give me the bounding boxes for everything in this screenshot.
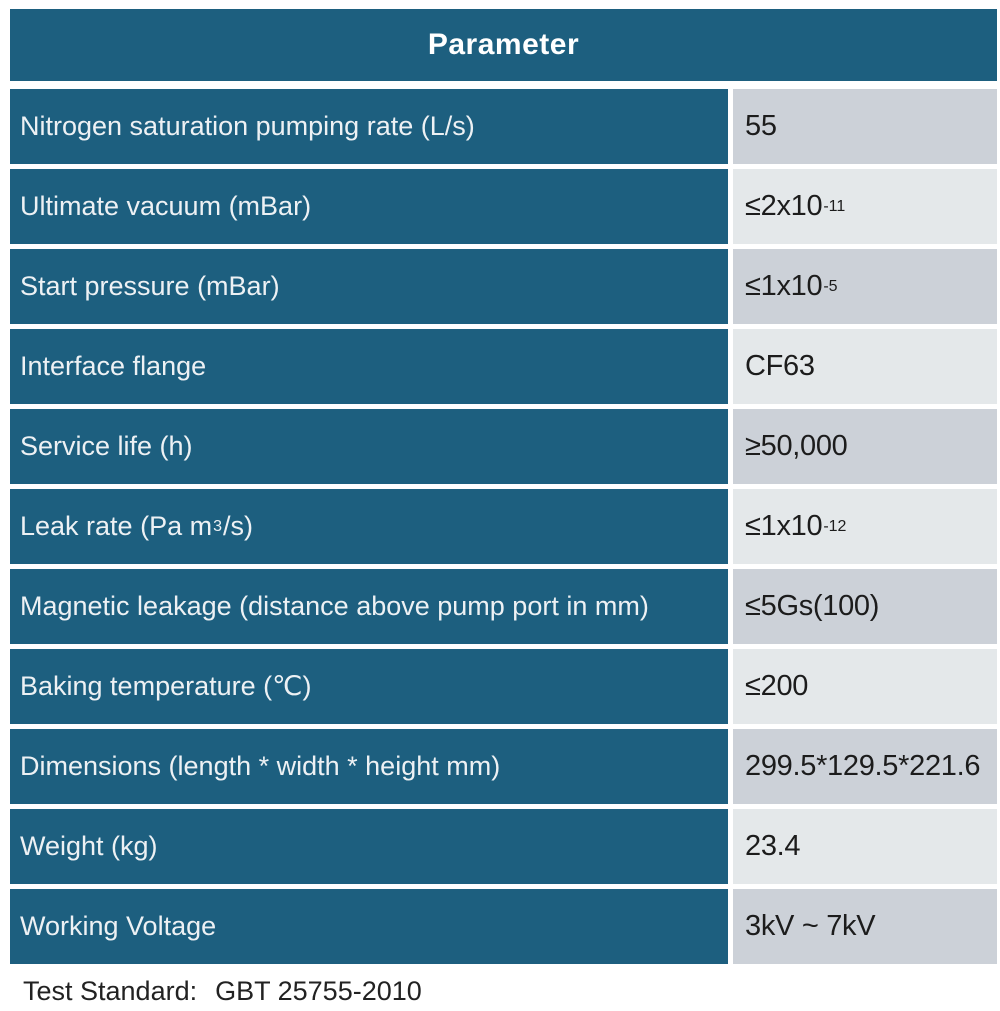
label-text: Interface flange bbox=[20, 351, 207, 381]
label-text: Service life (h) bbox=[20, 431, 193, 461]
parameter-value: 299.5*129.5*221.6 bbox=[733, 729, 997, 804]
value-superscript: -12 bbox=[823, 517, 847, 535]
spec-rows: Nitrogen saturation pumping rate (L/s) 5… bbox=[10, 89, 997, 964]
test-standard-note: Test Standard: GBT 25755-2010 bbox=[10, 976, 997, 1007]
parameter-value: ≤200 bbox=[733, 649, 997, 724]
parameter-label: Magnetic leakage (distance above pump po… bbox=[10, 569, 728, 644]
parameter-value: CF63 bbox=[733, 329, 997, 404]
table-row: Baking temperature (℃) ≤200 bbox=[10, 649, 997, 724]
table-header-title: Parameter bbox=[427, 28, 580, 61]
parameter-value: ≤1x10 -5 bbox=[733, 249, 997, 324]
test-standard-label: Test Standard: bbox=[23, 976, 198, 1006]
parameter-label: Working Voltage bbox=[10, 889, 728, 964]
value-text: 3kV ~ 7kV bbox=[745, 910, 876, 942]
test-standard-value: GBT 25755-2010 bbox=[215, 976, 422, 1006]
value-text: ≤1x10 bbox=[745, 270, 823, 302]
value-superscript: -5 bbox=[823, 277, 838, 295]
parameter-value: ≤5Gs(100) bbox=[733, 569, 997, 644]
parameter-label: Nitrogen saturation pumping rate (L/s) bbox=[10, 89, 728, 164]
parameter-label: Service life (h) bbox=[10, 409, 728, 484]
parameter-label: Dimensions (length * width * height mm) bbox=[10, 729, 728, 804]
value-superscript: -11 bbox=[823, 197, 846, 215]
parameter-label: Leak rate (Pa m 3/s) bbox=[10, 489, 728, 564]
value-text: CF63 bbox=[745, 350, 815, 382]
table-row: Start pressure (mBar) ≤1x10 -5 bbox=[10, 249, 997, 324]
label-text: Leak rate (Pa m bbox=[20, 511, 213, 541]
label-text: Nitrogen saturation pumping rate (L/s) bbox=[20, 111, 475, 141]
parameter-label: Weight (kg) bbox=[10, 809, 728, 884]
table-row: Ultimate vacuum (mBar) ≤2x10 -11 bbox=[10, 169, 997, 244]
label-text: Magnetic leakage (distance above pump po… bbox=[20, 591, 649, 621]
label-text: Dimensions (length * width * height mm) bbox=[20, 751, 501, 781]
value-text: 23.4 bbox=[745, 830, 801, 862]
label-text: Ultimate vacuum (mBar) bbox=[20, 191, 312, 221]
value-text: ≤2x10 bbox=[745, 190, 823, 222]
value-text: 55 bbox=[745, 110, 777, 142]
table-row: Leak rate (Pa m 3/s) ≤1x10 -12 bbox=[10, 489, 997, 564]
label-text: Weight (kg) bbox=[20, 831, 158, 861]
table-row: Working Voltage 3kV ~ 7kV bbox=[10, 889, 997, 964]
table-row: Weight (kg) 23.4 bbox=[10, 809, 997, 884]
parameter-value: 23.4 bbox=[733, 809, 997, 884]
table-row: Magnetic leakage (distance above pump po… bbox=[10, 569, 997, 644]
parameter-value: ≤1x10 -12 bbox=[733, 489, 997, 564]
value-text: ≤200 bbox=[745, 670, 809, 702]
table-header-parameter: Parameter bbox=[10, 9, 997, 81]
spec-table-page: Parameter Nitrogen saturation pumping ra… bbox=[10, 0, 997, 1007]
value-text: 299.5*129.5*221.6 bbox=[745, 750, 981, 782]
parameter-value: ≥50,000 bbox=[733, 409, 997, 484]
parameter-value: 55 bbox=[733, 89, 997, 164]
table-row: Service life (h) ≥50,000 bbox=[10, 409, 997, 484]
value-text: ≤1x10 bbox=[745, 510, 823, 542]
value-text: ≤5Gs(100) bbox=[745, 590, 880, 622]
parameter-label: Ultimate vacuum (mBar) bbox=[10, 169, 728, 244]
parameter-value: ≤2x10 -11 bbox=[733, 169, 997, 244]
label-text-post: /s) bbox=[223, 511, 253, 541]
label-superscript: 3 bbox=[213, 517, 222, 535]
label-text: Start pressure (mBar) bbox=[20, 271, 280, 301]
table-row: Dimensions (length * width * height mm) … bbox=[10, 729, 997, 804]
parameter-value: 3kV ~ 7kV bbox=[733, 889, 997, 964]
table-row: Nitrogen saturation pumping rate (L/s) 5… bbox=[10, 89, 997, 164]
value-text: ≥50,000 bbox=[745, 430, 848, 462]
parameter-label: Interface flange bbox=[10, 329, 728, 404]
parameter-label: Baking temperature (℃) bbox=[10, 649, 728, 724]
label-text: Working Voltage bbox=[20, 911, 217, 941]
table-row: Interface flange CF63 bbox=[10, 329, 997, 404]
label-text: Baking temperature (℃) bbox=[20, 671, 312, 701]
parameter-label: Start pressure (mBar) bbox=[10, 249, 728, 324]
